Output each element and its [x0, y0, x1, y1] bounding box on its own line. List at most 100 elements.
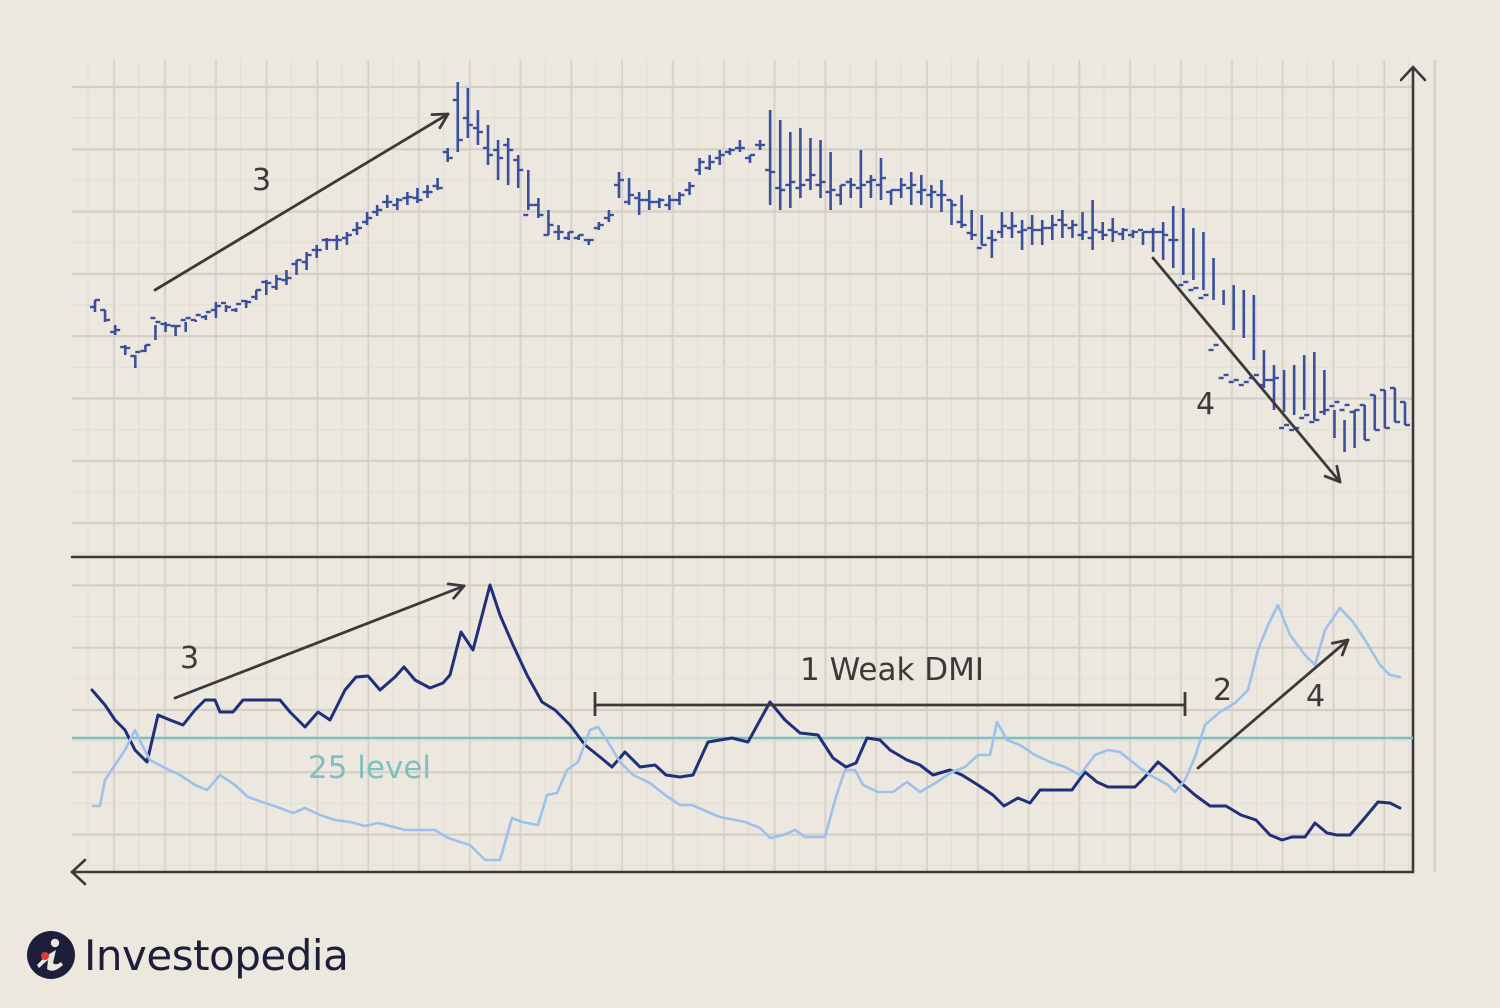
price-bar [1228, 285, 1239, 384]
trend-arrow-price-up-head [430, 112, 450, 130]
price-bar [160, 322, 171, 332]
price-bar [1299, 355, 1310, 420]
annotation-label-4-price: 4 [1196, 387, 1215, 422]
brand-logo: Investopedia [26, 930, 349, 980]
price-bar [170, 324, 181, 336]
price-bar [1329, 400, 1340, 438]
price-bar [835, 183, 846, 205]
price-bar [996, 212, 1007, 238]
price-bar [331, 235, 342, 250]
price-bar [452, 82, 463, 152]
price-bar [1117, 228, 1128, 240]
price-bar [614, 172, 624, 198]
price-bar [1198, 232, 1209, 300]
price-bar [1138, 228, 1148, 245]
price-bar [200, 310, 211, 320]
price-bar [110, 325, 121, 335]
price-bar [523, 170, 534, 217]
price-bar [1027, 215, 1038, 245]
price-bar [442, 148, 453, 162]
price-bar [916, 175, 927, 205]
price-bar [865, 175, 876, 198]
price-bar [724, 148, 735, 155]
price-bar [644, 190, 655, 210]
price-bar [533, 198, 544, 218]
price-bar [1339, 403, 1350, 452]
indicator-line-light [91, 603, 1402, 862]
trend-arrow-indicator-up-left-shaft [173, 584, 466, 700]
price-bar [231, 302, 242, 312]
trend-arrow-indicator-up-right-head [1330, 638, 1350, 657]
price-bar [1127, 230, 1138, 238]
price-bar [896, 178, 907, 198]
annotation-label-4-indicator: 4 [1306, 679, 1325, 714]
price-bar [624, 178, 635, 205]
price-bar [1097, 222, 1108, 240]
price-bar [714, 150, 725, 165]
price-bar [855, 150, 866, 208]
price-bar [1238, 290, 1249, 387]
price-bar [321, 238, 332, 250]
price-bar [704, 155, 715, 170]
price-bar [1349, 408, 1360, 448]
reference-line-label: 25 level [308, 750, 431, 786]
price-bar [1077, 212, 1088, 240]
price-bar [210, 302, 221, 318]
price-bar [271, 275, 282, 290]
price-bar [654, 198, 665, 208]
price-bar [674, 192, 685, 205]
price-bar [311, 245, 322, 258]
price-bar [1148, 228, 1159, 252]
x-axis-arrowhead [70, 858, 87, 886]
price-bar [876, 158, 886, 200]
price-bar [362, 212, 373, 225]
price-bar [1258, 350, 1269, 388]
price-bar [1369, 393, 1380, 432]
y-axis-arrowhead [1399, 65, 1427, 82]
price-bar [412, 188, 423, 203]
price-bar [976, 215, 987, 250]
trend-arrow-price-up [153, 112, 450, 292]
price-bar [483, 125, 493, 165]
price-bar [432, 178, 443, 190]
price-bar [1047, 215, 1058, 240]
price-bar [100, 308, 111, 322]
price-bar [805, 138, 816, 190]
price-bar [1359, 403, 1370, 442]
brand-name: Investopedia [84, 930, 349, 980]
price-bars [90, 82, 1410, 452]
price-bar [291, 258, 302, 275]
price-bar [734, 140, 745, 152]
price-bar [472, 110, 483, 145]
price-bar [1319, 370, 1330, 415]
price-bar [341, 232, 352, 245]
price-bar [90, 298, 100, 312]
price-bar [684, 182, 695, 195]
price-bar [785, 132, 796, 208]
price-bar [765, 110, 776, 205]
price-bar [1057, 210, 1068, 238]
price-bar [1400, 400, 1410, 427]
price-bar [694, 158, 705, 175]
price-bar [755, 140, 766, 150]
price-bar [1309, 352, 1320, 424]
price-bar [906, 172, 917, 205]
price-bar [1037, 220, 1048, 245]
grid-lines [72, 60, 1436, 872]
price-bar [513, 155, 524, 188]
trend-arrow-indicator-up-left-head [446, 582, 466, 600]
price-bar [462, 88, 473, 138]
price-bar [664, 195, 675, 210]
price-bar [543, 210, 554, 237]
price-bar [563, 230, 574, 240]
price-bar [1067, 220, 1078, 238]
price-bar [1379, 388, 1390, 430]
annotation-label-2: 2 [1213, 673, 1232, 708]
trend-arrow-price-down [1151, 256, 1342, 484]
price-bar [241, 299, 252, 308]
price-bar [130, 350, 141, 368]
price-bar [946, 198, 957, 225]
price-bar [603, 210, 614, 222]
price-bar [553, 225, 564, 240]
